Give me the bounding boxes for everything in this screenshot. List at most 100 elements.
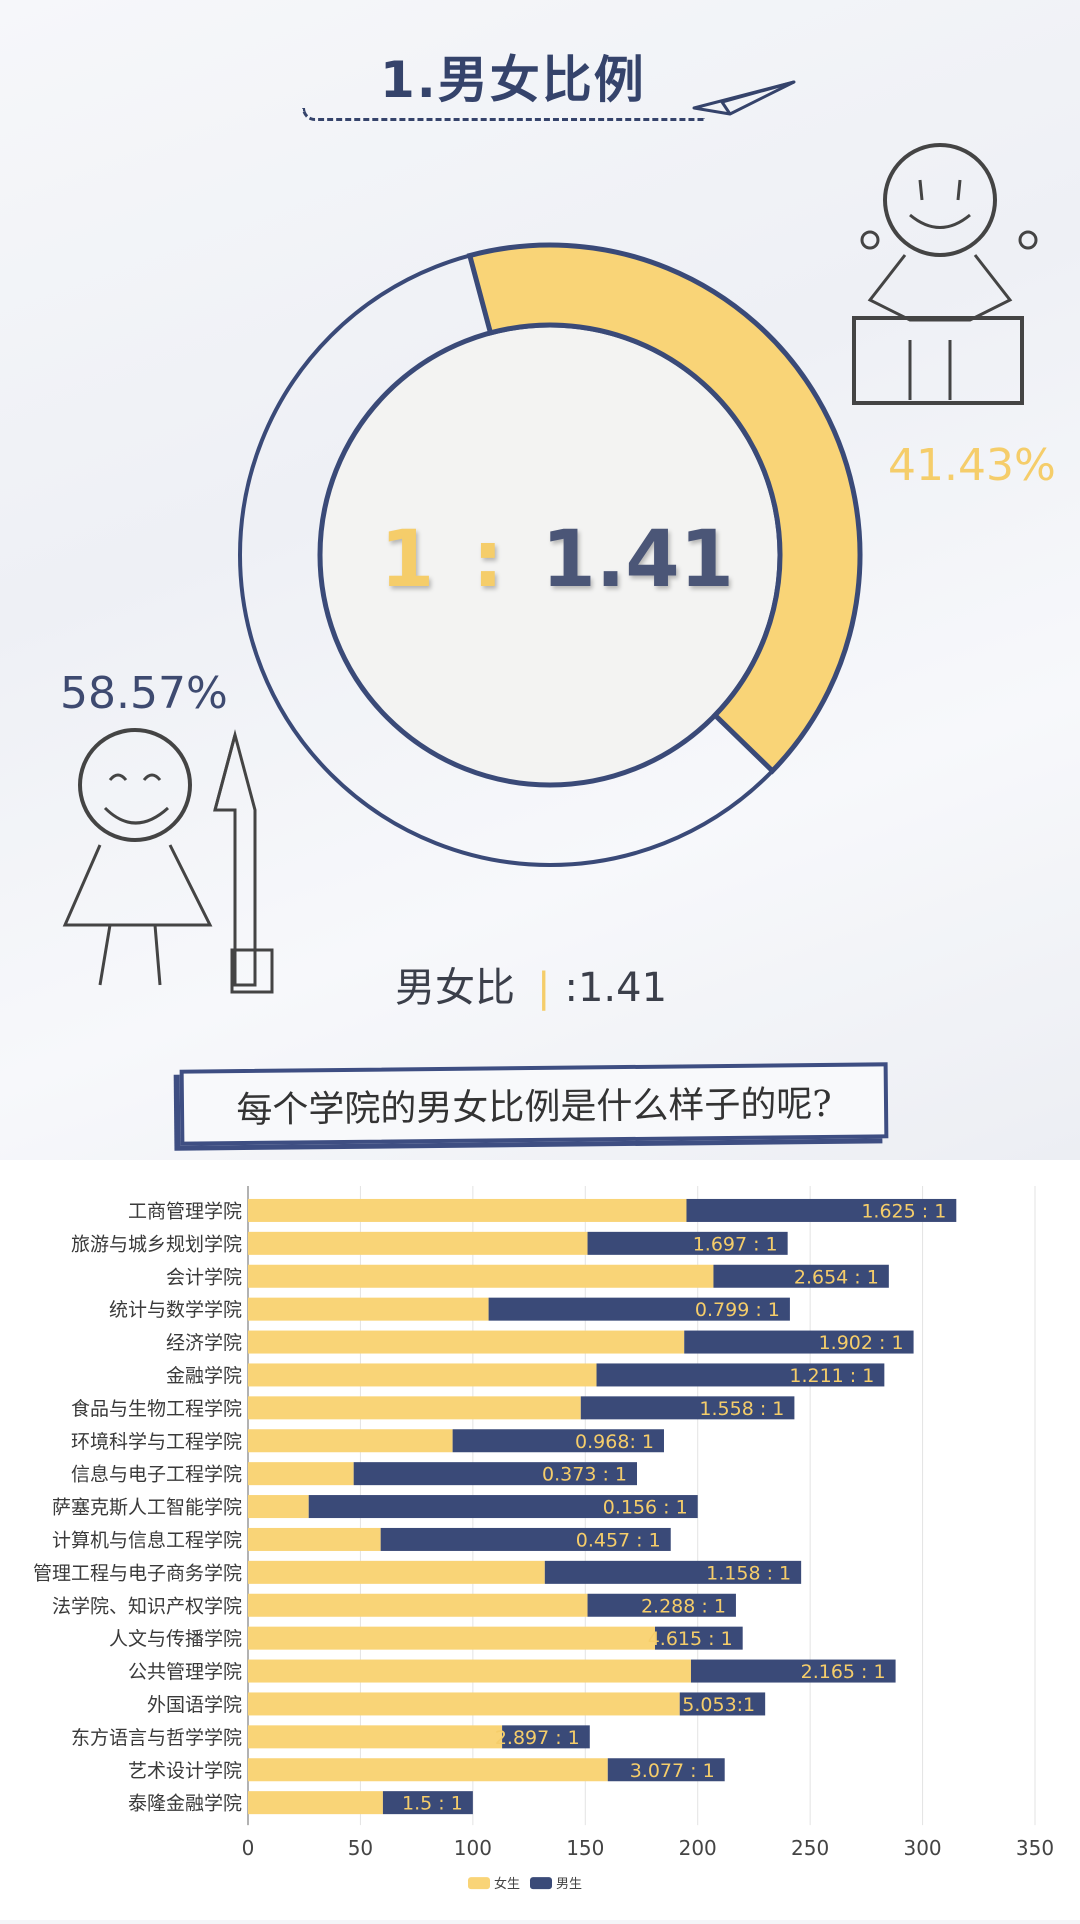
data-label: 1.902 : 1 — [819, 1332, 904, 1354]
bar-female — [248, 1659, 691, 1683]
data-label: 0.457 : 1 — [576, 1529, 661, 1551]
female-percent-label: 58.57% — [60, 668, 228, 719]
bar-male — [596, 1363, 885, 1387]
data-label: 4.615 : 1 — [648, 1628, 733, 1650]
category-label: 经济学院 — [166, 1332, 242, 1354]
legend-female-swatch — [468, 1877, 490, 1890]
data-label: 2.165 : 1 — [801, 1661, 886, 1683]
data-label: 1.558 : 1 — [699, 1398, 784, 1420]
bar-female — [248, 1264, 714, 1288]
question-banner: 每个学院的男女比例是什么样子的呢? — [179, 1062, 889, 1146]
bar-female — [248, 1527, 381, 1551]
data-label: 0.156 : 1 — [603, 1497, 688, 1519]
category-label: 会计学院 — [166, 1266, 242, 1288]
data-label: 3.077 : 1 — [630, 1760, 715, 1782]
category-label: 金融学院 — [166, 1365, 242, 1387]
donut-slice-male — [466, 242, 863, 775]
bar-female — [248, 1462, 354, 1486]
bar-male — [587, 1593, 736, 1617]
x-tick-label: 0 — [242, 1836, 255, 1860]
category-label: 管理工程与电子商务学院 — [33, 1562, 242, 1584]
legend-male-swatch — [530, 1877, 552, 1890]
category-label: 信息与电子工程学院 — [71, 1464, 242, 1486]
category-label: 食品与生物工程学院 — [71, 1398, 242, 1420]
bar-male — [502, 1725, 590, 1749]
college-chart-area: 0 50 100 150 200 250 300 350 工商管理学院 1.625 : 1 旅游与城… — [0, 1160, 1080, 1920]
ratio-summary-value: :1.41 — [564, 965, 668, 1011]
category-label: 萨塞克斯人工智能学院 — [52, 1497, 242, 1519]
x-tick-label: 350 — [1016, 1836, 1054, 1860]
data-label: 5.053:1 — [682, 1694, 755, 1716]
data-label: 1.625 : 1 — [861, 1200, 946, 1222]
bar-male — [544, 1560, 802, 1584]
x-tick-label: 50 — [348, 1836, 373, 1860]
bar-female — [248, 1593, 588, 1617]
data-label: 2.654 : 1 — [794, 1266, 879, 1288]
bar-male — [607, 1758, 725, 1782]
boy-illustration-icon — [852, 143, 1038, 405]
infographic-top: 1.男女比例 41.43% 58.57% 1:1.41 男女比 | — [0, 0, 1080, 1160]
bar-female — [248, 1791, 383, 1815]
bar-male — [679, 1692, 766, 1716]
category-label: 工商管理学院 — [128, 1200, 242, 1222]
bar-male — [353, 1462, 638, 1486]
data-label: 2.288 : 1 — [641, 1595, 726, 1617]
x-tick-label: 200 — [679, 1836, 717, 1860]
x-tick-label: 300 — [903, 1836, 941, 1860]
bar-female — [248, 1330, 685, 1354]
bar-female — [248, 1231, 588, 1255]
bar-male — [452, 1429, 664, 1453]
ratio-summary-label: 男女比 — [395, 965, 515, 1011]
data-label: 0.968: 1 — [575, 1431, 654, 1453]
category-label: 旅游与城乡规划学院 — [71, 1233, 242, 1255]
bar-male — [654, 1626, 743, 1650]
data-label: 1.5 : 1 — [402, 1793, 463, 1815]
bar-female — [248, 1725, 503, 1749]
bar-male — [684, 1330, 914, 1354]
category-label: 泰隆金融学院 — [128, 1793, 242, 1815]
data-label: 0.373 : 1 — [542, 1464, 627, 1486]
data-label: 1.158 : 1 — [706, 1562, 791, 1584]
male-percent-label: 41.43% — [888, 440, 1056, 491]
x-tick-label: 100 — [454, 1836, 492, 1860]
bar-female — [248, 1396, 581, 1420]
bar-male — [382, 1791, 473, 1815]
category-label: 统计与数学学院 — [109, 1299, 242, 1321]
x-tick-label: 250 — [791, 1836, 829, 1860]
category-label: 公共管理学院 — [128, 1661, 242, 1683]
x-tick-label: 150 — [566, 1836, 604, 1860]
bar-female — [248, 1758, 608, 1782]
legend-female-label: 女生 — [494, 1876, 520, 1892]
bar-male — [686, 1198, 957, 1222]
ratio-right: 1.41 — [541, 515, 734, 605]
gender-donut-chart — [238, 242, 863, 867]
college-gender-bar-chart: 0 50 100 150 200 250 300 350 工商管理学院 1.625 : 1 旅游与城… — [33, 1186, 1054, 1892]
bar-female — [248, 1495, 309, 1519]
bar-male — [380, 1527, 671, 1551]
page-title: 1.男女比例 — [380, 51, 646, 109]
bar-male — [713, 1264, 889, 1288]
ratio-summary: 男女比 |:1.41 — [395, 955, 667, 1013]
category-label: 东方语言与哲学学院 — [71, 1727, 242, 1749]
bar-female — [248, 1363, 597, 1387]
bar-female — [248, 1692, 680, 1716]
bar-female — [248, 1626, 655, 1650]
bar-male — [580, 1396, 795, 1420]
donut-center-ratio: 1:1.41 — [380, 515, 734, 605]
category-label: 法学院、知识产权学院 — [52, 1595, 242, 1617]
category-label: 艺术设计学院 — [128, 1760, 242, 1782]
category-label: 环境科学与工程学院 — [71, 1431, 242, 1453]
data-label: 1.697 : 1 — [693, 1233, 778, 1255]
data-label: 2.897 : 1 — [495, 1727, 580, 1749]
bar-female — [248, 1429, 453, 1453]
title-underline — [302, 108, 705, 121]
paper-plane-icon — [692, 80, 796, 116]
legend-male-label: 男生 — [556, 1877, 582, 1892]
bar-female — [248, 1198, 687, 1222]
data-label: 1.211 : 1 — [789, 1365, 874, 1387]
bar-male — [587, 1231, 788, 1255]
ratio-left: 1 — [380, 515, 435, 605]
bar-male — [308, 1495, 698, 1519]
data-label: 0.799 : 1 — [695, 1299, 780, 1321]
bar-female — [248, 1560, 545, 1584]
